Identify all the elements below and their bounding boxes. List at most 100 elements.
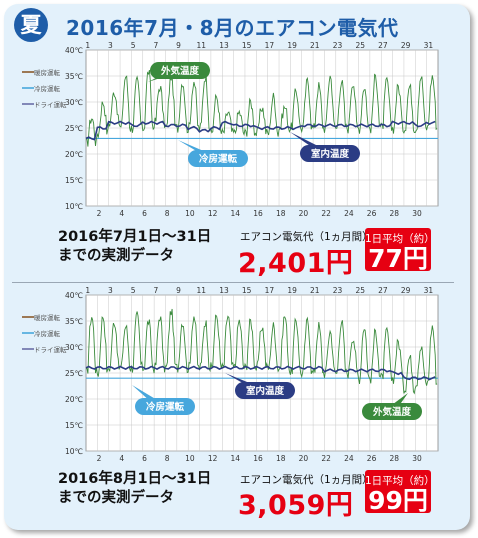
x-tick-label-bottom: 26 [367, 209, 377, 218]
august-chart: 10℃15℃20℃25℃30℃35℃40℃1 3 5 7 9 11 13 15 17 19 21 23… [22, 286, 439, 463]
callout-cooling: 冷房運転 [178, 140, 248, 167]
x-tick-label-bottom: 16 [253, 454, 263, 463]
x-tick-label-bottom: 26 [367, 454, 377, 463]
legend-label: ドライ運転 [34, 345, 67, 354]
page-title: 2016年7月・8月のエアコン電気代 [66, 16, 399, 40]
legend-label: 暖房運転 [34, 68, 61, 77]
august-period-line1: 2016年8月1日～31日 [58, 471, 212, 487]
x-tick-label-top: 17 [265, 41, 275, 50]
x-tick-label-bottom: 6 [142, 454, 147, 463]
x-tick-label-top: 25 [355, 286, 365, 295]
july-period-line2: までの実測データ [58, 248, 174, 264]
y-tick-label: 10℃ [65, 202, 83, 211]
callout-label: 外気温度 [160, 65, 200, 77]
y-tick-label: 10℃ [65, 447, 83, 456]
july-chart: 10℃15℃20℃25℃30℃35℃40℃1 3 5 7 9 11 13 15 17 19 21 23… [22, 41, 439, 218]
july-period-line1: 2016年7月1日～31日 [58, 229, 212, 245]
x-tick-label-top: 1 [85, 286, 90, 295]
x-tick-label-bottom: 4 [119, 454, 124, 463]
x-tick-label-top: 15 [242, 41, 252, 50]
x-tick-label-bottom: 28 [390, 454, 400, 463]
legend-label: 冷房運転 [34, 84, 61, 93]
y-tick-label: 30℃ [65, 98, 83, 107]
y-tick-label: 15℃ [65, 421, 83, 430]
x-tick-label-top: 7 [153, 286, 158, 295]
august-cost-label: エアコン電気代（1ヵ月間） [240, 474, 373, 486]
x-tick-label-top: 9 [176, 286, 181, 295]
x-tick-label-bottom: 10 [185, 209, 195, 218]
august-period: 2016年8月1日～31日 までの実測データ [58, 470, 211, 508]
x-tick-label-bottom: 2 [97, 209, 102, 218]
x-tick-label-top: 15 [242, 286, 252, 295]
x-tick-label-bottom: 28 [390, 209, 400, 218]
x-tick-label-bottom: 18 [276, 454, 286, 463]
x-tick-label-bottom: 30 [412, 454, 422, 463]
x-tick-label-bottom: 14 [231, 209, 241, 218]
july-avg-value: 77円 [368, 244, 428, 273]
y-tick-label: 35℃ [65, 317, 83, 326]
july-avg-label: 1日平均（約） [365, 233, 435, 245]
x-tick-label-top: 13 [219, 286, 229, 295]
x-tick-label-top: 19 [287, 41, 297, 50]
july-cost-value: 2,401円 [238, 248, 354, 279]
august-cost-value: 3,059円 [238, 490, 354, 521]
x-tick-label-top: 5 [131, 41, 136, 50]
callout-label: 室内温度 [246, 385, 285, 397]
x-tick-label-top: 21 [310, 286, 320, 295]
y-tick-label: 30℃ [65, 343, 83, 352]
x-tick-label-top: 27 [378, 41, 388, 50]
y-tick-label: 20℃ [65, 150, 83, 159]
indoor-series-line [85, 120, 436, 141]
august-avg-value: 99円 [368, 486, 428, 515]
legend-label: 冷房運転 [34, 329, 61, 338]
callout-indoor: 室内温度 [290, 132, 360, 162]
x-tick-label-bottom: 24 [344, 209, 354, 218]
august-period-line2: までの実測データ [58, 490, 174, 506]
x-tick-label-bottom: 8 [165, 209, 170, 218]
callout-bubble [362, 403, 422, 420]
callout-cooling: 冷房運転 [132, 385, 195, 415]
legend-label: 暖房運転 [34, 313, 61, 322]
callout-bubble [150, 62, 210, 79]
x-tick-label-top: 9 [176, 41, 181, 50]
x-tick-label-top: 13 [219, 41, 229, 50]
august-daily-average: 1日平均（約） 99円 [365, 470, 435, 515]
august-avg-label: 1日平均（約） [365, 475, 435, 487]
x-tick-label-bottom: 20 [299, 209, 309, 218]
x-tick-label-top: 23 [333, 286, 343, 295]
x-tick-label-bottom: 12 [208, 454, 218, 463]
x-tick-label-bottom: 30 [412, 209, 422, 218]
x-tick-label-bottom: 16 [253, 209, 263, 218]
x-tick-label-top: 3 [108, 286, 113, 295]
callout-outdoor: 外気温度 [148, 62, 210, 82]
x-tick-label-top: 31 [424, 286, 434, 295]
july-daily-average: 1日平均（約） 77円 [365, 228, 435, 273]
callout-label: 室内温度 [311, 148, 350, 160]
callout-indoor: 室内温度 [225, 373, 295, 399]
x-tick-label-top: 27 [378, 286, 388, 295]
y-tick-label: 25℃ [65, 124, 83, 133]
section-divider [12, 282, 454, 283]
x-tick-label-top: 1 [85, 41, 90, 50]
x-tick-label-bottom: 20 [299, 454, 309, 463]
callout-bubble [300, 145, 360, 162]
x-tick-label-top: 21 [310, 41, 320, 50]
x-tick-label-top: 11 [196, 41, 206, 50]
callout-label: 冷房運転 [146, 401, 185, 413]
x-tick-label-top: 31 [424, 41, 434, 50]
july-period: 2016年7月1日～31日 までの実測データ [58, 228, 211, 266]
x-tick-label-bottom: 12 [208, 209, 218, 218]
x-tick-label-bottom: 22 [321, 209, 331, 218]
callout-bubble [135, 398, 195, 415]
callout-outdoor: 外気温度 [362, 393, 422, 420]
y-tick-label: 40℃ [65, 46, 83, 55]
callout-label: 外気温度 [372, 406, 412, 418]
callout-label: 冷房運転 [199, 153, 238, 165]
summer-badge: 夏 [14, 8, 48, 42]
y-tick-label: 35℃ [65, 72, 83, 81]
x-tick-label-top: 19 [287, 286, 297, 295]
x-tick-label-bottom: 18 [276, 209, 286, 218]
y-tick-label: 25℃ [65, 369, 83, 378]
callout-bubble [235, 382, 295, 399]
x-tick-label-bottom: 24 [344, 454, 354, 463]
